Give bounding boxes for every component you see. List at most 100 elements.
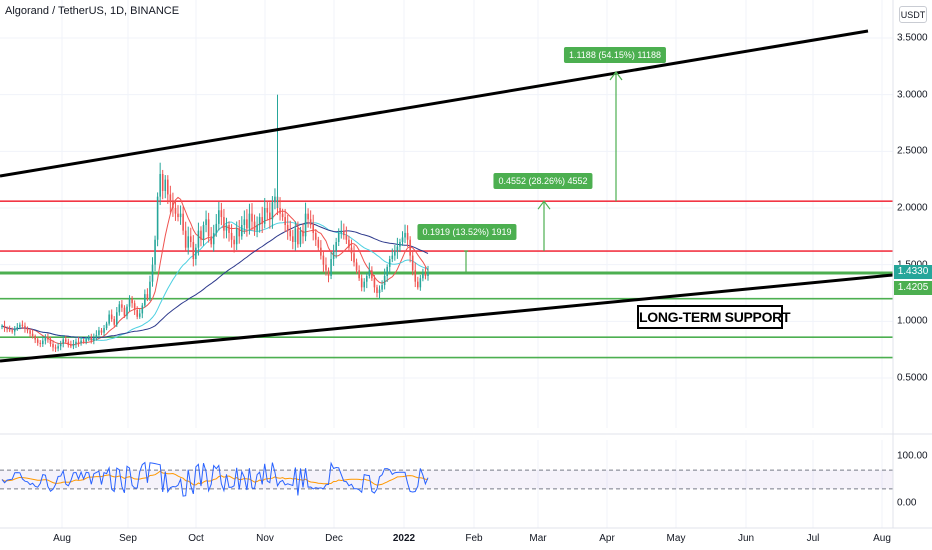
candle-body	[228, 225, 230, 233]
candle-body	[202, 225, 205, 240]
candle-body	[29, 330, 31, 334]
candle-body	[381, 285, 383, 290]
trendline-upper-channel	[0, 29, 869, 178]
time-tick-label: May	[666, 533, 686, 544]
candle-body	[279, 208, 281, 214]
candle-body	[169, 194, 172, 203]
price-tick-label: 3.5000	[897, 32, 928, 44]
candle-body	[100, 330, 103, 333]
candle-body	[256, 225, 258, 231]
currency-badge[interactable]: USDT	[899, 6, 927, 23]
grid-layer	[0, 0, 893, 528]
candle-body	[281, 213, 284, 218]
candle-body	[138, 313, 141, 317]
candle-body	[72, 344, 75, 347]
candle-body	[47, 337, 49, 340]
candle-body	[154, 239, 156, 265]
candle-body	[223, 217, 225, 231]
axis-frame	[0, 0, 932, 529]
candle-body	[409, 239, 411, 256]
time-tick-label: Jun	[737, 533, 755, 544]
price-tick-label: 1.0000	[897, 315, 928, 327]
candle-body	[174, 208, 177, 214]
price-tick-label: 2.5000	[897, 145, 928, 157]
candle-body	[289, 230, 292, 237]
rsi-ma-line	[1, 470, 429, 486]
measure-arrow-head	[609, 71, 623, 81]
candle-body	[238, 228, 241, 237]
candle-layer	[1, 94, 429, 352]
candle-body	[172, 202, 174, 208]
candle-body	[13, 329, 16, 332]
candle-body	[286, 225, 289, 231]
candle-body	[141, 305, 144, 314]
candle-body	[77, 341, 80, 343]
candle-body	[67, 341, 70, 346]
candle-body	[406, 232, 409, 240]
time-tick-label: Nov	[256, 533, 274, 544]
candle-body	[146, 294, 149, 299]
candle-body	[422, 273, 424, 279]
candle-body	[386, 266, 388, 276]
candle-body	[64, 339, 67, 342]
candle-body	[325, 264, 327, 271]
candle-body	[8, 329, 11, 331]
candle-body	[218, 210, 220, 224]
candle-body	[195, 247, 197, 259]
symbol-title: Algorand / TetherUS, 1D, BINANCE	[5, 5, 180, 17]
candle-body	[327, 270, 330, 276]
candle-body	[11, 330, 13, 332]
candle-body	[340, 230, 343, 233]
support-price-badge: 1.4205	[894, 280, 932, 295]
time-tick-label: Jul	[806, 533, 820, 544]
time-tick-label: Apr	[599, 533, 615, 544]
candle-body	[251, 213, 253, 222]
candle-body	[248, 213, 251, 229]
candle-body	[113, 319, 116, 325]
candle-body	[240, 225, 243, 237]
candle-body	[105, 323, 108, 329]
candle-body	[355, 262, 358, 271]
candle-body	[136, 310, 138, 317]
measurement-layer	[464, 71, 623, 273]
candle-body	[75, 341, 77, 344]
candle-body	[365, 276, 368, 282]
candle-body	[424, 273, 427, 276]
candle-body	[42, 340, 44, 344]
candle-body	[6, 328, 8, 330]
candle-body	[177, 213, 179, 218]
candle-body	[187, 236, 190, 248]
candle-body	[261, 217, 263, 224]
candle-body	[36, 339, 39, 343]
candle-body	[16, 327, 19, 330]
candle-body	[371, 270, 373, 279]
candle-body	[376, 287, 378, 293]
candle-body	[294, 228, 297, 242]
time-tick-label: Sep	[119, 533, 137, 544]
candle-body	[115, 312, 118, 325]
rsi-tick-label: 100.00	[897, 450, 928, 462]
trendline-layer	[0, 29, 894, 363]
candle-body	[103, 328, 105, 333]
candle-body	[312, 225, 315, 233]
candle-body	[34, 336, 36, 340]
moving-average-line	[1, 222, 429, 339]
rsi-pane	[0, 461, 893, 497]
candle-body	[330, 259, 332, 276]
candle-body	[87, 337, 90, 340]
candle-body	[95, 334, 98, 339]
price-tick-label: 1.5000	[897, 259, 928, 270]
candle-body	[246, 219, 248, 229]
candle-body	[263, 208, 266, 224]
candle-body	[302, 230, 304, 237]
candle-body	[110, 314, 113, 320]
candle-body	[225, 225, 228, 231]
candle-body	[98, 330, 100, 335]
candle-body	[378, 289, 381, 293]
candle-body	[82, 340, 85, 342]
candle-body	[52, 344, 54, 348]
moving-average-line	[1, 196, 429, 346]
candle-body	[24, 325, 26, 329]
candle-body	[320, 247, 322, 256]
